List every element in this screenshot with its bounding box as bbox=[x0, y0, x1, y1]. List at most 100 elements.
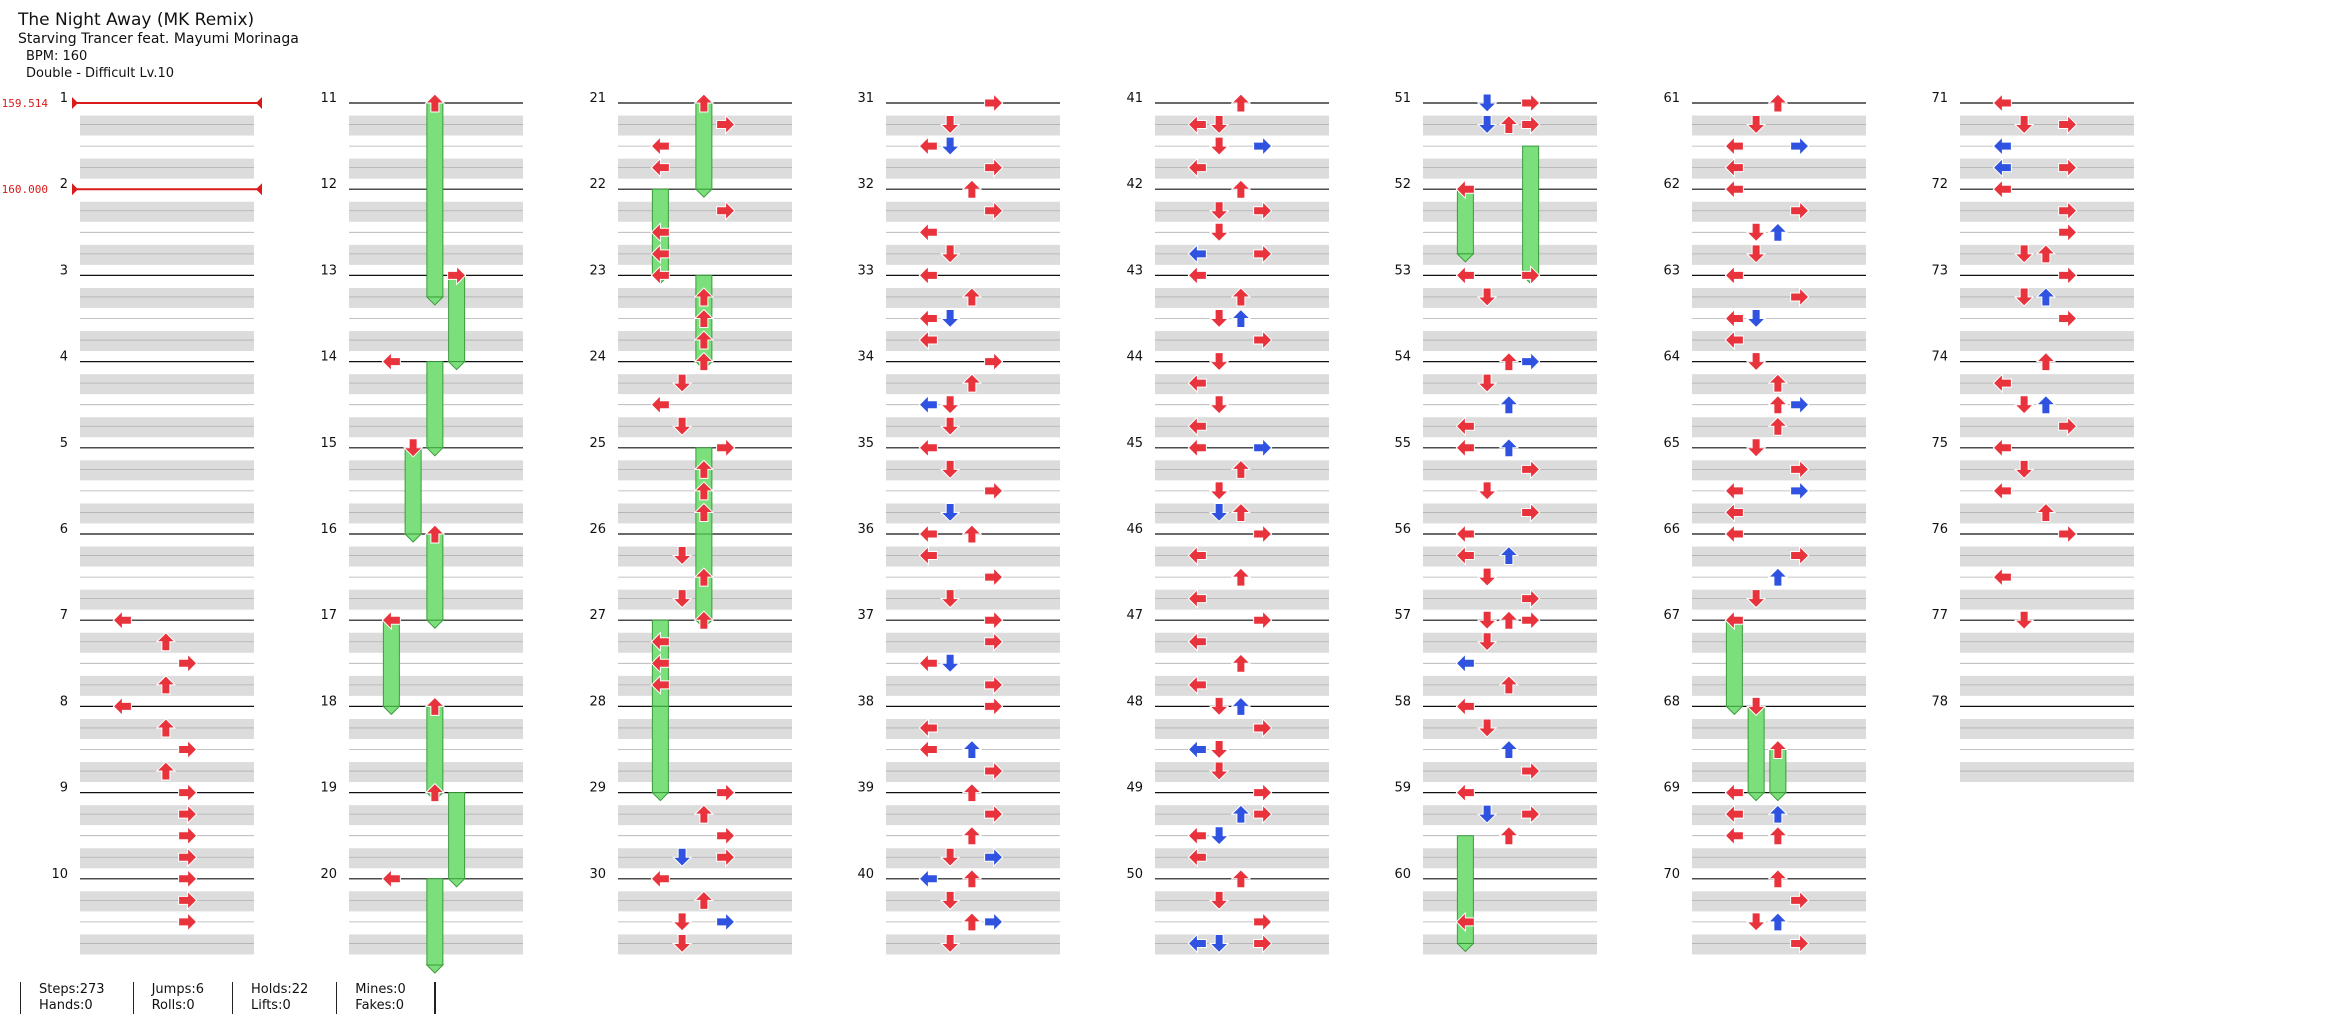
arrow-shape bbox=[693, 890, 715, 910]
beat-band bbox=[886, 503, 1060, 524]
step-arrow-left bbox=[650, 265, 670, 286]
step-arrow-up bbox=[693, 330, 715, 350]
arrow-shape bbox=[939, 589, 961, 609]
step-arrow-left bbox=[650, 222, 670, 243]
arrow-shape bbox=[424, 782, 446, 803]
step-arrow-up bbox=[1230, 567, 1252, 587]
beat-band bbox=[1423, 158, 1597, 179]
measure-number: 71 bbox=[1931, 91, 1948, 106]
measure-number: 21 bbox=[589, 91, 606, 106]
step-arrow-up bbox=[961, 912, 983, 932]
arrow-shape bbox=[1208, 395, 1230, 415]
step-arrow-down bbox=[939, 395, 961, 415]
step-arrow-up bbox=[1230, 502, 1252, 522]
measure-number: 63 bbox=[1663, 263, 1680, 278]
step-arrow-up bbox=[693, 804, 715, 824]
arrow-shape bbox=[1455, 545, 1475, 566]
step-arrow-down bbox=[939, 847, 961, 867]
hold-body bbox=[426, 878, 444, 966]
measure-number: 9 bbox=[60, 781, 68, 796]
beat-band bbox=[80, 331, 254, 352]
beat-band bbox=[1960, 115, 2134, 136]
measure-number: 65 bbox=[1663, 436, 1680, 451]
step-arrow-left bbox=[1455, 437, 1475, 459]
arrow-shape bbox=[961, 782, 983, 803]
step-arrow-up bbox=[693, 567, 715, 587]
step-arrow-right bbox=[447, 265, 467, 286]
arrow-shape bbox=[1253, 717, 1273, 739]
measure-number: 1 bbox=[60, 91, 68, 106]
step-arrow-up bbox=[961, 825, 983, 846]
beat-band bbox=[618, 374, 792, 395]
arrow-shape bbox=[1992, 437, 2012, 459]
step-arrow-down bbox=[1208, 761, 1230, 781]
beat-band bbox=[1423, 460, 1597, 481]
arrow-shape bbox=[1724, 329, 1744, 351]
arrow-shape bbox=[1790, 933, 1810, 954]
arrow-shape bbox=[650, 265, 670, 286]
beat-band bbox=[618, 762, 792, 783]
arrow-shape bbox=[918, 523, 938, 545]
arrow-shape bbox=[1476, 567, 1498, 587]
beat-band bbox=[1155, 201, 1329, 222]
step-arrow-left bbox=[1992, 135, 2012, 157]
arrow-shape bbox=[1208, 890, 1230, 911]
step-arrow-right bbox=[1521, 588, 1541, 609]
arrow-shape bbox=[939, 244, 961, 264]
measure-number: 53 bbox=[1394, 263, 1411, 278]
step-arrow-right bbox=[1253, 135, 1273, 157]
step-arrow-left bbox=[1187, 437, 1207, 459]
hold-note bbox=[1456, 188, 1475, 263]
measure-number: 22 bbox=[589, 177, 606, 192]
arrow-shape bbox=[716, 437, 736, 459]
arrow-shape bbox=[961, 373, 983, 393]
step-arrow-left bbox=[1724, 825, 1744, 846]
beat-band bbox=[1423, 201, 1597, 222]
measure-number: 37 bbox=[857, 608, 874, 623]
arrow-shape bbox=[1230, 869, 1252, 889]
arrow-shape bbox=[1476, 373, 1498, 393]
arrow-shape bbox=[2013, 610, 2035, 630]
step-arrow-left bbox=[1724, 157, 1744, 178]
step-arrow-down bbox=[1208, 395, 1230, 415]
arrow-shape bbox=[1992, 135, 2012, 157]
beat-band bbox=[1960, 460, 2134, 481]
measure-number: 2 bbox=[60, 177, 68, 192]
arrow-shape bbox=[939, 115, 961, 135]
arrow-shape bbox=[1724, 782, 1744, 803]
measure-number: 10 bbox=[51, 867, 68, 882]
arrow-shape bbox=[1724, 803, 1744, 825]
bpm-end-tick bbox=[256, 183, 262, 196]
arrow-shape bbox=[1767, 869, 1789, 889]
arrow-shape bbox=[1476, 287, 1498, 307]
hold-body bbox=[404, 447, 422, 535]
measure-number: 18 bbox=[320, 694, 337, 709]
step-arrow-right bbox=[1253, 523, 1273, 545]
arrow-shape bbox=[1745, 912, 1767, 932]
step-arrow-right bbox=[1253, 717, 1273, 739]
arrow-shape bbox=[1476, 718, 1498, 738]
beat-band bbox=[1423, 934, 1597, 955]
measure-number: 48 bbox=[1126, 694, 1143, 709]
step-arrow-up bbox=[1230, 459, 1252, 479]
measure-number: 27 bbox=[589, 608, 606, 623]
step-arrow-left bbox=[1455, 265, 1475, 286]
arrow-shape bbox=[2035, 351, 2057, 372]
arrow-shape bbox=[1208, 481, 1230, 501]
step-arrow-right bbox=[2058, 200, 2078, 221]
difficulty-info: Double - Difficult Lv.10 bbox=[26, 66, 175, 81]
arrow-shape bbox=[1992, 178, 2012, 200]
arrow-shape bbox=[1230, 93, 1252, 113]
arrow-shape bbox=[984, 351, 1004, 372]
beat-band bbox=[1692, 287, 1866, 308]
arrow-shape bbox=[2058, 200, 2078, 221]
step-arrow-up bbox=[693, 308, 715, 328]
step-arrow-up bbox=[693, 459, 715, 479]
beat-band bbox=[1692, 675, 1866, 696]
arrow-shape bbox=[1476, 804, 1498, 824]
step-arrow-right bbox=[2058, 222, 2078, 243]
beat-band bbox=[349, 460, 523, 481]
arrow-shape bbox=[1745, 589, 1767, 609]
arrow-shape bbox=[2058, 265, 2078, 286]
beat-band bbox=[1960, 632, 2134, 653]
